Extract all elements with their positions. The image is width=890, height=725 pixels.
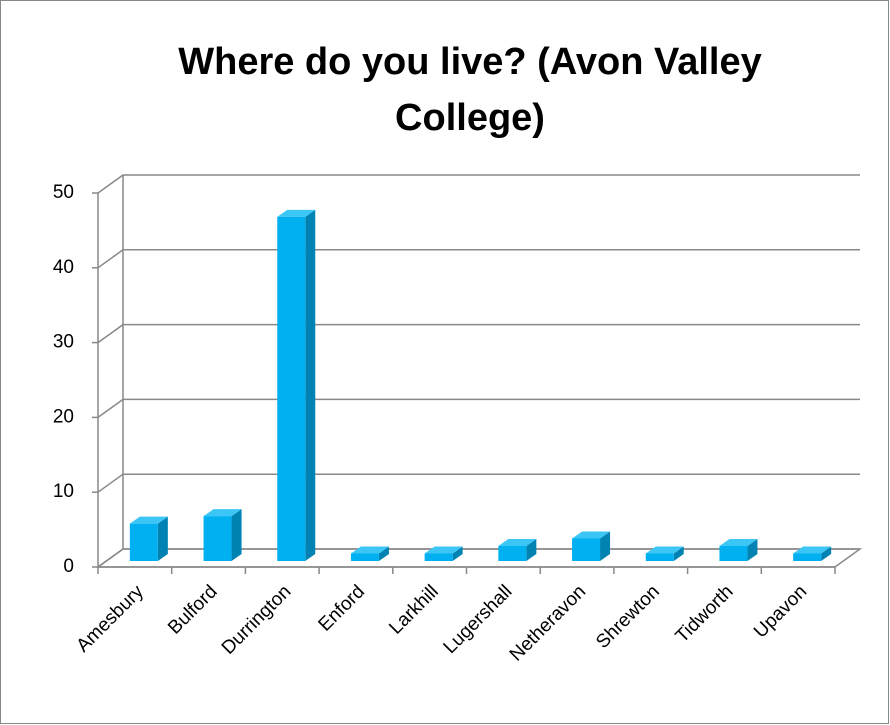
- x-tick-label: Amesbury: [73, 581, 149, 657]
- bar-front: [203, 516, 232, 561]
- bar-front: [129, 523, 158, 561]
- bar: [203, 509, 242, 561]
- y-tick-label: 0: [63, 556, 74, 577]
- bar-side: [821, 546, 832, 561]
- bar-top: [424, 546, 463, 554]
- x-tick-label: Bulford: [164, 581, 221, 638]
- x-tick-label: Shrewton: [592, 581, 664, 653]
- chart-title: Where do you live? (Avon Valley College): [178, 41, 762, 139]
- bar-front: [498, 546, 527, 561]
- bar-front: [350, 553, 379, 561]
- bar: [129, 516, 168, 561]
- bar: [498, 539, 537, 561]
- bar-front: [645, 553, 674, 561]
- bar-side: [526, 539, 537, 561]
- bar-side: [231, 509, 242, 561]
- bar-top: [572, 531, 611, 539]
- bar-side: [600, 531, 611, 561]
- bar-top: [350, 546, 389, 554]
- bar: [572, 531, 611, 561]
- bar-side: [747, 539, 758, 561]
- bar-top: [719, 539, 758, 547]
- bar: [719, 539, 758, 561]
- y-tick-label: 10: [53, 481, 74, 502]
- grid-line: [97, 548, 860, 568]
- bar-front: [793, 553, 822, 561]
- bar-front: [424, 553, 453, 561]
- x-tick-label: Enford: [315, 581, 369, 635]
- bar-top: [498, 539, 537, 547]
- y-tick-label: 20: [53, 406, 74, 427]
- bar: [793, 546, 832, 561]
- bar-top: [645, 546, 684, 554]
- bar-side: [157, 516, 168, 561]
- bar-front: [277, 216, 306, 562]
- grid-line: [97, 473, 860, 493]
- bar-top: [129, 516, 168, 524]
- y-tick-label: 30: [53, 332, 74, 353]
- grid-line: [97, 174, 860, 194]
- grid-line: [97, 249, 860, 269]
- y-tick-label: 50: [53, 182, 74, 203]
- bar-side: [673, 546, 684, 561]
- bar-front: [719, 546, 748, 561]
- bar-side: [378, 546, 389, 561]
- x-tick-label: Larkhill: [385, 581, 442, 638]
- bar-top: [793, 546, 832, 554]
- x-tick-label: Tidworth: [672, 581, 738, 647]
- bar: [645, 546, 684, 561]
- x-tick-label: Upavon: [750, 581, 811, 642]
- bar-top: [203, 509, 242, 517]
- bar-front: [572, 538, 601, 561]
- x-tick-label: Lugershall: [440, 581, 517, 658]
- bar: [350, 546, 389, 561]
- x-tick-label: Durrington: [218, 581, 296, 659]
- y-tick-label: 40: [53, 257, 74, 278]
- grid-line: [97, 323, 860, 344]
- bar-top: [277, 209, 316, 217]
- grid-line: [97, 398, 860, 419]
- bar-side: [452, 546, 463, 561]
- bar: [424, 546, 463, 561]
- x-tick-label: Netheravon: [506, 581, 590, 665]
- bar-side: [305, 209, 316, 562]
- bar: [277, 209, 316, 562]
